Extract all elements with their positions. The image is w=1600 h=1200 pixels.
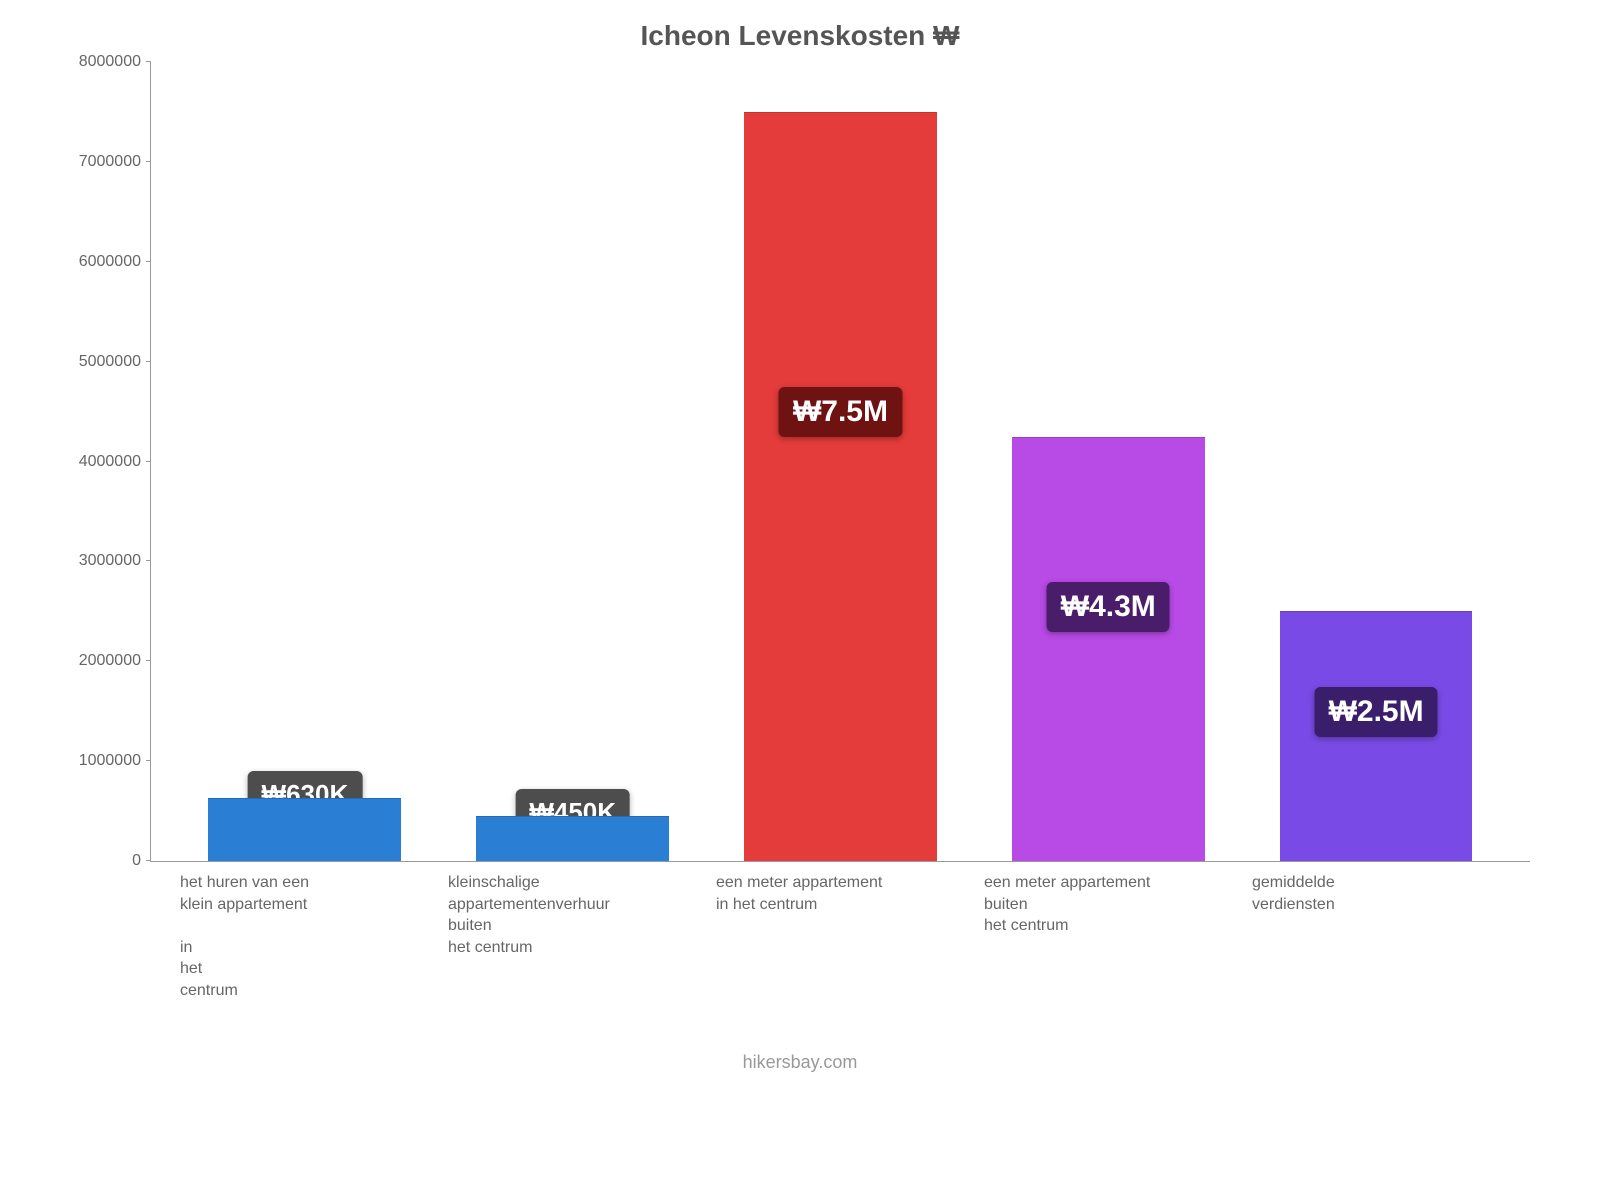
bars-group: ₩630K₩450K ₩7.5M ₩4.3M ₩2.5M (151, 62, 1530, 861)
x-axis-label: gemiddeldeverdiensten (1242, 872, 1510, 1002)
bar-slot: ₩630K (171, 62, 439, 861)
y-tick-mark (146, 261, 151, 262)
x-axis-label: kleinschaligeappartementenverhuurbuitenh… (438, 872, 706, 1002)
bar: ₩7.5M (744, 112, 937, 861)
bar-slot: ₩2.5M (1242, 62, 1510, 861)
x-axis-label-line: gemiddelde (1252, 872, 1452, 894)
x-axis-label: een meter appartementin het centrum (706, 872, 974, 1002)
bar-value-badge: ₩4.3M (1047, 582, 1170, 632)
x-axis-label-line: het huren van een (180, 872, 380, 894)
x-axis-label-line: het (180, 958, 380, 980)
y-tick-label: 0 (41, 852, 141, 870)
bar (208, 798, 401, 861)
x-axis-label-line: klein appartement (180, 894, 380, 916)
y-tick-label: 1000000 (41, 752, 141, 770)
chart-container: Icheon Levenskosten ₩ ₩630K₩450K ₩7.5M ₩4.… (0, 0, 1600, 1200)
y-tick-label: 6000000 (41, 253, 141, 271)
y-tick-mark (146, 560, 151, 561)
x-axis-label-line: verdiensten (1252, 894, 1452, 916)
x-axis-label-line (180, 915, 380, 937)
bar: ₩4.3M (1012, 437, 1205, 861)
x-axis-label-line: in het centrum (716, 894, 916, 916)
bar-value-badge: ₩2.5M (1315, 687, 1438, 737)
y-tick-label: 3000000 (41, 552, 141, 570)
x-axis-label-line: een meter appartement (716, 872, 916, 894)
y-tick-label: 8000000 (41, 53, 141, 71)
x-axis-label-line: buiten (984, 894, 1184, 916)
x-axis-label-line: een meter appartement (984, 872, 1184, 894)
y-tick-mark (146, 760, 151, 761)
y-tick-mark (146, 461, 151, 462)
y-tick-mark (146, 860, 151, 861)
x-axis-label: een meter appartementbuitenhet centrum (974, 872, 1242, 1002)
source-label: hikersbay.com (40, 1052, 1560, 1073)
chart-title: Icheon Levenskosten ₩ (40, 20, 1560, 52)
y-tick-label: 4000000 (41, 453, 141, 471)
x-axis-label: het huren van eenklein appartement inhet… (170, 872, 438, 1002)
y-tick-label: 7000000 (41, 153, 141, 171)
bar-slot: ₩4.3M (974, 62, 1242, 861)
x-axis-label-line: het centrum (984, 915, 1184, 937)
x-axis-label-line: buiten (448, 915, 648, 937)
y-tick-mark (146, 61, 151, 62)
x-axis-label-line: het centrum (448, 937, 648, 959)
x-axis-label-line: centrum (180, 980, 380, 1002)
y-tick-mark (146, 660, 151, 661)
bar (476, 816, 669, 861)
bar-slot: ₩450K (439, 62, 707, 861)
y-tick-label: 5000000 (41, 353, 141, 371)
x-axis-label-line: appartementenverhuur (448, 894, 648, 916)
x-axis-label-line: in (180, 937, 380, 959)
x-axis-labels: het huren van eenklein appartement inhet… (150, 862, 1530, 1002)
y-tick-mark (146, 361, 151, 362)
y-tick-mark (146, 161, 151, 162)
bar: ₩2.5M (1280, 611, 1473, 861)
x-axis-label-line: kleinschalige (448, 872, 648, 894)
bar-slot: ₩7.5M (707, 62, 975, 861)
plot-area: ₩630K₩450K₩7.5M₩4.3M₩2.5M 01000000200000… (150, 62, 1530, 862)
bar-value-badge: ₩7.5M (779, 387, 902, 437)
y-tick-label: 2000000 (41, 652, 141, 670)
